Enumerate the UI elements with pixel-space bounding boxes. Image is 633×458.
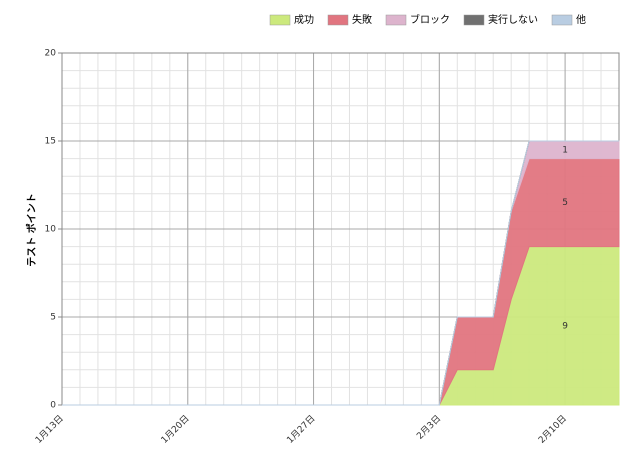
legend: 成功 失敗 ブロック 実行しない 他: [269, 13, 586, 26]
legend-label: ブロック: [410, 13, 450, 26]
legend-swatch: [385, 14, 407, 26]
x-tick-label: 1月27日: [285, 413, 318, 446]
area: [62, 246, 620, 406]
legend-swatch: [269, 14, 291, 26]
y-tick-label: 0: [50, 401, 56, 411]
legend-swatch: [463, 14, 485, 26]
legend-label: 実行しない: [488, 13, 538, 26]
y-tick-label: 15: [45, 137, 56, 147]
legend-label: 成功: [294, 14, 314, 26]
legend-swatch: [551, 14, 573, 26]
data-label: 5: [562, 198, 568, 208]
legend-label: 失敗: [352, 13, 372, 26]
legend-label: 他: [576, 13, 586, 26]
y-tick-label: 5: [50, 313, 56, 323]
x-tick-label: 2月3日: [415, 413, 444, 442]
y-axis-label: テスト ポイント: [25, 193, 38, 266]
legend-swatch: [327, 14, 349, 26]
data-label: 1: [562, 145, 568, 155]
x-tick-label: 2月10日: [536, 413, 569, 446]
x-tick-label: 1月20日: [159, 413, 192, 446]
x-tick-label: 1月13日: [33, 413, 66, 446]
y-tick-label: 10: [45, 225, 57, 235]
area: [62, 140, 619, 406]
y-tick-label: 20: [45, 49, 57, 59]
data-label: 9: [562, 321, 568, 331]
